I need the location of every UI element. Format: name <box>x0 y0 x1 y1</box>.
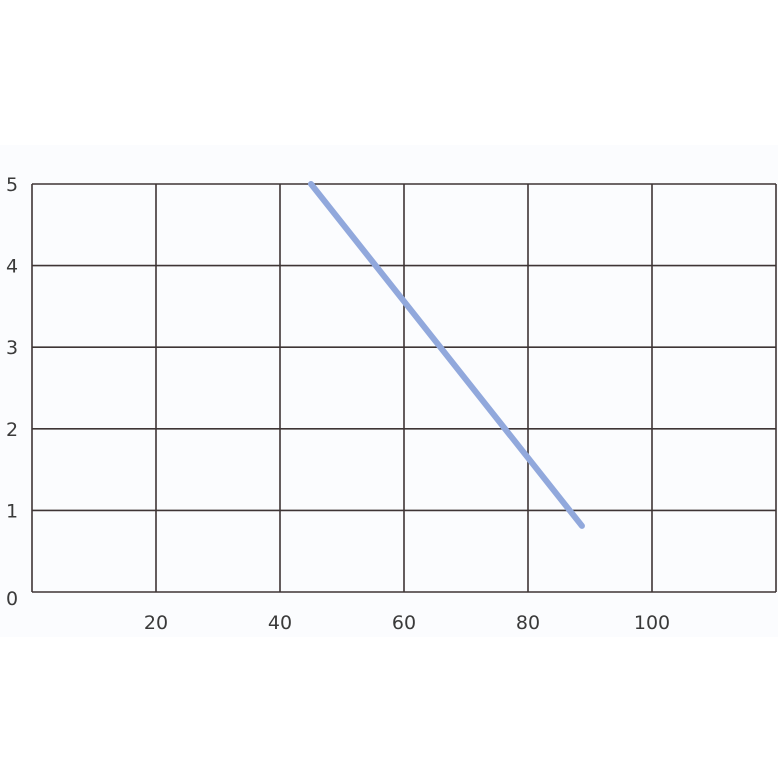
x-tick-label: 80 <box>516 612 540 634</box>
y-tick-label: 0 <box>6 588 18 610</box>
y-tick-label: 4 <box>6 256 18 278</box>
y-tick-label: 3 <box>6 337 18 359</box>
x-tick-label: 40 <box>268 612 292 634</box>
y-tick-label: 5 <box>6 174 18 196</box>
x-tick-label: 60 <box>392 612 416 634</box>
chart-background <box>0 145 778 637</box>
y-tick-label: 1 <box>6 500 18 522</box>
series-line <box>308 181 585 529</box>
x-tick-label: 100 <box>634 612 670 634</box>
y-tick-label: 2 <box>6 419 18 441</box>
x-tick-label: 20 <box>144 612 168 634</box>
